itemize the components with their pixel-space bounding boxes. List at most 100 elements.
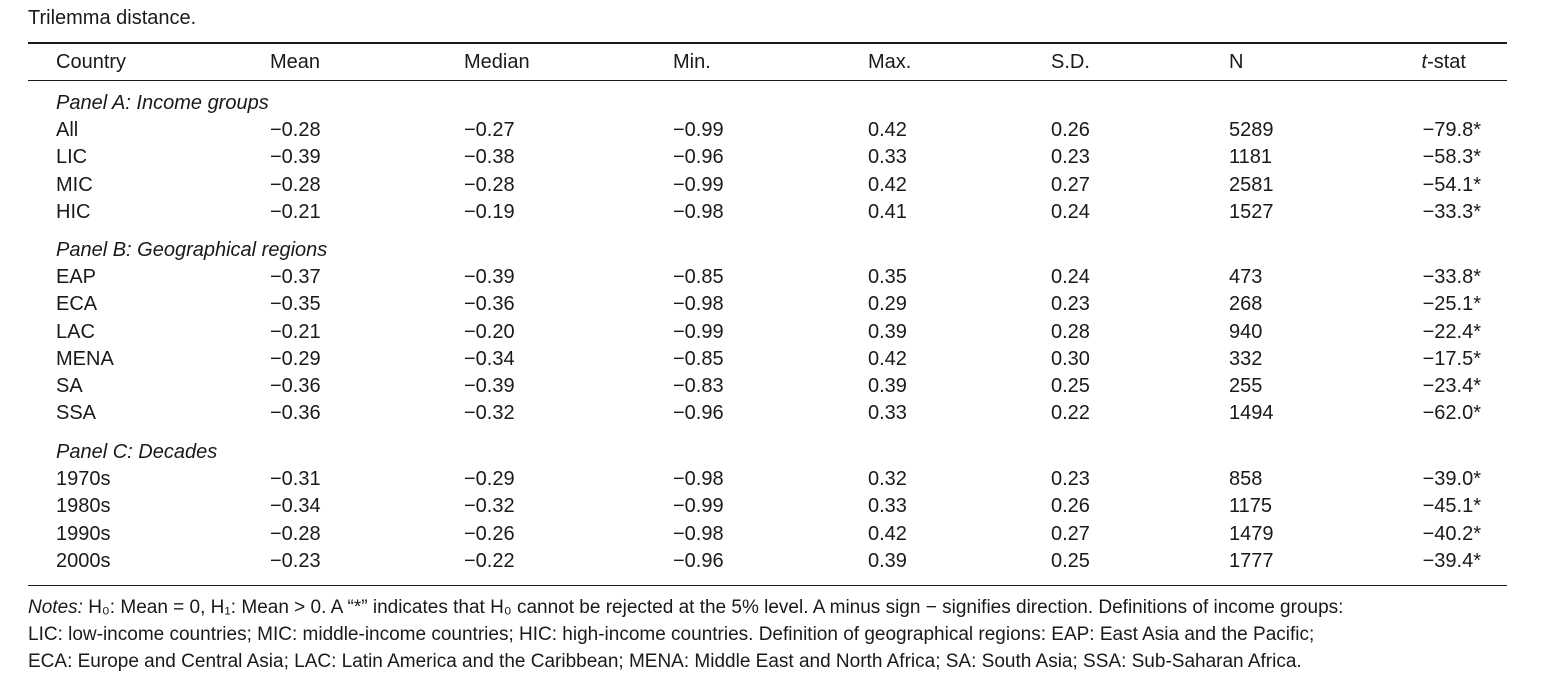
table-row: 1990s −0.28 −0.26 −0.98 0.42 0.27 1479 −40.2* (0, 521, 1564, 548)
cell-min: −0.98 (673, 200, 724, 223)
cell-min: −0.83 (673, 375, 724, 397)
panel-title: Panel A: Income groups (56, 92, 269, 114)
cell-mean: −0.31 (270, 468, 321, 491)
cell-country: 2000s (56, 549, 111, 572)
cell-country: MIC (56, 173, 93, 196)
cell-t-stat: −40.2* (1422, 522, 1481, 545)
bottom-rule (28, 585, 1507, 586)
table-row: EAP −0.37 −0.39 −0.85 0.35 0.24 473 −33.8* (0, 264, 1564, 291)
cell-t-stat: −45.1* (1422, 495, 1481, 518)
cell-median: −0.39 (464, 266, 515, 289)
cell-t-stat: −54.1* (1422, 173, 1481, 196)
cell-min: −0.98 (673, 522, 724, 545)
cell-min: −0.96 (673, 146, 724, 169)
cell-n: 1527 (1229, 200, 1274, 223)
cell-mean: −0.35 (270, 293, 321, 316)
cell-t-stat: −33.3* (1422, 200, 1481, 223)
cell-mean: −0.36 (270, 402, 321, 425)
table-caption: Trilemma distance. (28, 7, 197, 29)
cell-mean: −0.21 (270, 200, 321, 223)
notes-line-2: LIC: low-income countries; MIC: middle-i… (28, 624, 1315, 645)
cell-min: −0.98 (673, 468, 724, 491)
cell-country: LIC (56, 146, 88, 169)
cell-t-stat: −23.4* (1422, 375, 1481, 397)
cell-country: SSA (56, 402, 97, 425)
cell-max: 0.42 (868, 173, 907, 196)
notes-label: Notes: (28, 597, 83, 618)
cell-t-stat: −39.4* (1422, 549, 1481, 572)
panel-title-row: Panel A: Income groups (0, 90, 1564, 117)
cell-mean: −0.28 (270, 522, 321, 545)
cell-min: −0.96 (673, 402, 724, 425)
cell-min: −0.99 (673, 173, 724, 196)
cell-n: 1777 (1229, 549, 1274, 572)
cell-median: −0.26 (464, 522, 515, 545)
cell-sd: 0.28 (1051, 320, 1090, 343)
cell-country: All (56, 119, 79, 142)
panel-title: Panel C: Decades (56, 441, 218, 463)
cell-n: 268 (1229, 293, 1263, 316)
header-mean: Mean (270, 51, 321, 73)
cell-t-stat: −22.4* (1422, 320, 1481, 343)
cell-t-stat: −17.5* (1422, 347, 1481, 370)
cell-median: −0.27 (464, 119, 515, 142)
header-median: Median (464, 51, 530, 73)
table-row: SSA −0.36 −0.32 −0.96 0.33 0.22 1494 −62.0* (0, 400, 1564, 427)
cell-max: 0.33 (868, 146, 907, 169)
notes-line-3: ECA: Europe and Central Asia; LAC: Latin… (28, 651, 1302, 672)
cell-sd: 0.23 (1051, 293, 1090, 316)
cell-t-stat: −79.8* (1422, 119, 1481, 142)
cell-mean: −0.21 (270, 320, 321, 343)
cell-max: 0.35 (868, 266, 907, 289)
cell-t-stat: −58.3* (1422, 146, 1481, 169)
table-row: SA −0.36 −0.39 −0.83 0.39 0.25 255 −23.4* (0, 373, 1564, 400)
cell-country: 1990s (56, 522, 111, 545)
cell-sd: 0.23 (1051, 468, 1090, 491)
table-row: 2000s −0.23 −0.22 −0.96 0.39 0.25 1777 −39.4* (0, 548, 1564, 575)
cell-sd: 0.30 (1051, 347, 1090, 370)
header-min: Min. (673, 51, 711, 73)
cell-sd: 0.26 (1051, 119, 1090, 142)
table-row: All −0.28 −0.27 −0.99 0.42 0.26 5289 −79.8* (0, 117, 1564, 144)
table-row: MIC −0.28 −0.28 −0.99 0.42 0.27 2581 −54.1* (0, 172, 1564, 199)
cell-max: 0.41 (868, 200, 907, 223)
panel-title: Panel B: Geographical regions (56, 239, 328, 261)
cell-country: LAC (56, 320, 95, 343)
cell-sd: 0.24 (1051, 266, 1090, 289)
cell-mean: −0.28 (270, 173, 321, 196)
cell-mean: −0.34 (270, 495, 321, 518)
cell-median: −0.29 (464, 468, 515, 491)
cell-median: −0.32 (464, 495, 515, 518)
cell-t-stat: −25.1* (1422, 293, 1481, 316)
top-rule (28, 42, 1507, 44)
cell-country: 1970s (56, 468, 111, 491)
header-sd: S.D. (1051, 51, 1090, 73)
cell-min: −0.99 (673, 119, 724, 142)
header-n: N (1229, 51, 1244, 73)
cell-n: 5289 (1229, 119, 1274, 142)
cell-mean: −0.23 (270, 549, 321, 572)
cell-median: −0.36 (464, 293, 515, 316)
cell-max: 0.29 (868, 293, 907, 316)
cell-max: 0.33 (868, 495, 907, 518)
cell-n: 1175 (1229, 495, 1273, 518)
cell-n: 473 (1229, 266, 1263, 289)
header-country: Country (56, 51, 127, 73)
cell-sd: 0.26 (1051, 495, 1090, 518)
cell-median: −0.28 (464, 173, 515, 196)
table-row: HIC −0.21 −0.19 −0.98 0.41 0.24 1527 −33.3* (0, 199, 1564, 226)
table-row: MENA −0.29 −0.34 −0.85 0.42 0.30 332 −17.5* (0, 346, 1564, 373)
table-row: LAC −0.21 −0.20 −0.99 0.39 0.28 940 −22.4* (0, 319, 1564, 346)
cell-median: −0.19 (464, 200, 515, 223)
cell-max: 0.42 (868, 522, 907, 545)
cell-median: −0.38 (464, 146, 515, 169)
cell-country: ECA (56, 293, 98, 316)
cell-country: HIC (56, 200, 91, 223)
cell-mean: −0.36 (270, 375, 321, 397)
cell-min: −0.98 (673, 293, 724, 316)
cell-n: 1479 (1229, 522, 1274, 545)
cell-min: −0.96 (673, 549, 724, 572)
cell-sd: 0.27 (1051, 173, 1090, 196)
cell-country: SA (56, 375, 83, 397)
header-rule (28, 80, 1507, 81)
